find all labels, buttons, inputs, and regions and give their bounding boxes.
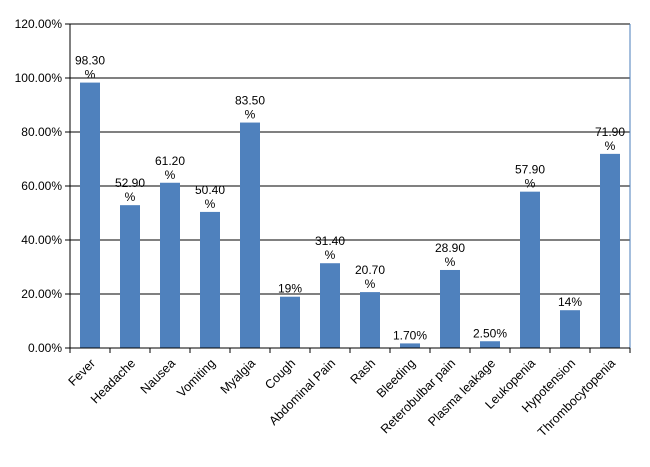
bar	[320, 263, 340, 348]
axes	[65, 23, 631, 353]
bar	[400, 343, 420, 348]
y-tick-label: 100.00%	[15, 71, 63, 85]
data-label: %	[525, 177, 536, 191]
bar	[520, 191, 540, 348]
data-label: %	[605, 139, 616, 153]
data-label: 31.40	[315, 234, 345, 248]
data-label: %	[165, 168, 176, 182]
bar	[440, 269, 460, 348]
y-tick-label: 60.00%	[21, 179, 62, 193]
bar	[600, 153, 620, 348]
x-tick-label: Reterobulbar pain	[378, 356, 458, 436]
y-tick-label: 0.00%	[28, 341, 62, 355]
data-label: %	[325, 248, 336, 262]
bars	[80, 82, 620, 348]
y-tick-label: 120.00%	[15, 17, 63, 31]
data-label: %	[245, 108, 256, 122]
data-label: 98.30	[75, 54, 105, 68]
bar	[80, 82, 100, 348]
bar	[280, 296, 300, 348]
data-label: 2.50%	[473, 326, 507, 340]
data-label: 57.90	[515, 163, 545, 177]
data-label: 52.90	[115, 176, 145, 190]
data-label: 61.20	[155, 154, 185, 168]
y-tick-label: 20.00%	[21, 287, 62, 301]
data-label: 19%	[278, 282, 302, 296]
x-tick-label: Myalgia	[218, 356, 258, 396]
bar	[200, 211, 220, 348]
bar	[560, 310, 580, 348]
data-label: %	[85, 68, 96, 82]
data-label: 1.70%	[393, 328, 427, 342]
data-label: 71.90	[595, 125, 625, 139]
x-tick-label: Cough	[262, 356, 298, 392]
data-label: 83.50	[235, 94, 265, 108]
x-tick-label: Fever	[66, 356, 98, 388]
data-label: %	[365, 277, 376, 291]
x-tick-label: Nausea	[138, 356, 178, 396]
data-label: 50.40	[195, 183, 225, 197]
x-tick-label: Rash	[348, 356, 379, 387]
bar	[120, 205, 140, 348]
bar	[160, 182, 180, 348]
y-tick-label: 80.00%	[21, 125, 62, 139]
y-tick-labels: 0.00% 20.00% 40.00% 60.00% 80.00% 100.00% 120.…	[15, 17, 63, 355]
data-label: %	[205, 197, 216, 211]
data-label: %	[125, 190, 136, 204]
bar	[360, 292, 380, 348]
x-tick-label: Vomiting	[174, 356, 218, 400]
data-labels: 98.30%52.90%61.20%50.40%83.50%19%31.40%2…	[75, 54, 625, 343]
data-label: 14%	[558, 295, 582, 309]
x-tick-label: Thrombocytopenia	[535, 356, 618, 439]
data-label: 28.90	[435, 241, 465, 255]
bar	[240, 122, 260, 348]
bar	[480, 341, 500, 348]
data-label: %	[445, 255, 456, 269]
data-label: 20.70	[355, 263, 385, 277]
y-tick-label: 40.00%	[21, 233, 62, 247]
